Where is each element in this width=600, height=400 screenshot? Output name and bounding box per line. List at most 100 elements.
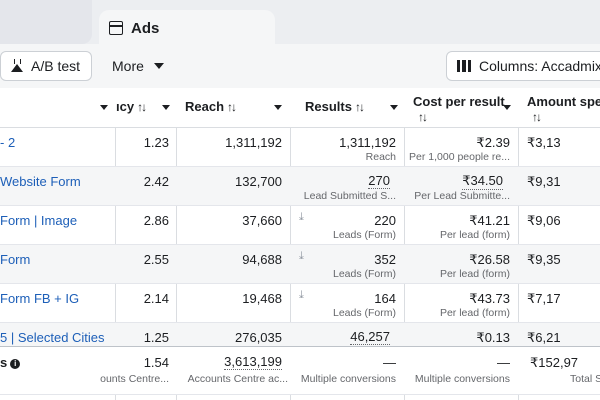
sort-icon: ↑↓ [227,100,237,114]
flask-icon [11,59,23,73]
cost-value: ₹26.58 [469,252,510,267]
chevron-down-icon[interactable] [162,105,170,110]
results-value: 352 [374,252,396,267]
total-frequency: 1.54 [143,355,169,370]
results-value[interactable]: 270 [368,173,390,189]
total-reach[interactable]: 3,613,199 [224,354,282,370]
results-value: 220 [374,213,396,228]
cost-value: ₹0.13 [476,330,510,345]
cost-value: ₹41.21 [469,213,510,228]
header-results[interactable]: Results ↑↓ [291,88,404,128]
frequency-value: 2.55 [143,252,169,267]
toolbar: A/B test More Columns: Accadmix [0,44,600,88]
table-row[interactable]: 5 | Selected Cities 1.25 276,035 46,257 … [0,323,600,348]
header-reach[interactable]: Reach ↑↓ [177,88,290,128]
results-value[interactable]: 46,257 [350,329,390,345]
table-header: ıcy ↑↓ Reach ↑↓ Results ↑↓ Cost per result … [0,88,600,128]
amount-value: ₹9,31 [527,174,561,189]
table-row[interactable]: Website Form 2.42 132,700 270 Lead Submi… [0,167,600,206]
frequency-value: 2.14 [143,291,169,306]
download-icon[interactable]: ⤓ [299,289,304,301]
frequency-value: 1.25 [143,330,169,345]
ad-name-link[interactable]: Form FB + IG [0,291,80,306]
total-cost: — [497,355,510,370]
table-row[interactable]: Form FB + IG 2.14 19,468 ⤓ 164 Leads (Fo… [0,284,600,323]
columns-button[interactable]: Columns: Accadmix [446,51,600,81]
frequency-value: 2.86 [143,213,169,228]
reach-value: 132,700 [235,174,282,189]
total-frequency-note: ounts Centre... [100,373,169,385]
chevron-down-icon[interactable] [503,105,511,110]
cost-type: Per lead (form) [439,307,510,319]
tab-previous[interactable] [0,0,92,44]
amount-value: ₹9,35 [527,252,561,267]
more-button[interactable]: More [112,51,164,81]
total-cost-note: Multiple conversions [414,373,510,385]
table-row[interactable]: - 2 1.23 1,311,192 1,311,192 Reach ₹2.39… [0,128,600,167]
header-amount-spent[interactable]: Amount spen ↑↓ [519,88,600,128]
header-cost-per-result[interactable]: Cost per result ↑↓ [405,88,518,128]
header-frequency-label: ıcy [116,99,135,114]
sort-icon: ↑↓ [418,110,428,124]
header-reach-label: Reach [185,99,225,114]
download-icon[interactable]: ⤓ [299,211,304,223]
cost-value: ₹43.73 [469,291,510,306]
results-type: Lead Submitted S... [303,190,396,202]
chevron-down-icon [153,63,164,69]
header-frequency[interactable]: ıcy ↑↓ [116,88,176,128]
reach-value: 276,035 [235,330,282,345]
cost-type: Per 1,000 people re... [409,151,510,163]
ab-test-button[interactable]: A/B test [0,51,92,81]
ads-tab-icon [109,21,123,35]
total-reach-note: Accounts Centre ac... [187,373,288,385]
chevron-down-icon[interactable] [390,105,398,110]
results-type: Leads (Form) [332,229,396,241]
amount-value: ₹9,06 [527,213,561,228]
reach-value: 94,688 [242,252,282,267]
results-type: Leads (Form) [332,268,396,280]
results-value: 164 [374,291,396,306]
info-icon[interactable]: i [10,359,21,369]
more-label: More [112,58,144,74]
sort-icon: ↑↓ [532,110,542,124]
tab-ads[interactable]: Ads [99,10,275,46]
cost-value[interactable]: ₹34.50 [462,173,503,190]
reach-value: 1,311,192 [225,135,282,150]
name-column-menu-icon[interactable] [100,105,108,110]
header-results-label: Results [305,99,352,114]
columns-icon [457,60,471,72]
ad-name-link[interactable]: Form [0,252,31,267]
columns-label: Columns: Accadmix [479,58,600,74]
reach-value: 37,660 [242,213,282,228]
results-value: 1,311,192 [339,135,396,150]
cost-type: Per Lead Submitte... [414,190,510,202]
reach-value: 19,468 [242,291,282,306]
ad-name-link[interactable]: 5 | Selected Cities [0,330,105,345]
total-results-note: Multiple conversions [300,373,396,385]
frequency-value: 2.42 [143,174,169,189]
cost-type: Per lead (form) [439,229,510,241]
chevron-down-icon[interactable] [274,105,282,110]
results-type: Reach [365,151,396,163]
ads-table: ıcy ↑↓ Reach ↑↓ Results ↑↓ Cost per result … [0,88,600,400]
ad-name-link[interactable]: Website Form [0,174,81,189]
total-amount-note: Total S [570,373,600,385]
header-cost-label: Cost per result [413,94,505,109]
total-results: — [383,355,396,370]
ad-name-link[interactable]: Form | Image [0,213,78,228]
cost-type: Per lead (form) [439,268,510,280]
sort-icon: ↑↓ [137,100,147,114]
cost-value: ₹2.39 [476,135,510,150]
table-row[interactable]: Form 2.55 94,688 ⤓ 352 Leads (Form) ₹26.… [0,245,600,284]
amount-value: ₹3,13 [527,135,561,150]
sort-icon: ↑↓ [354,100,365,114]
ad-name-link[interactable]: - 2 [0,135,16,150]
tab-strip: Ads [0,0,600,46]
download-icon[interactable]: ⤓ [299,250,304,262]
results-type: Leads (Form) [332,307,396,319]
table-row[interactable]: Form | Image 2.86 37,660 ⤓ 220 Leads (Fo… [0,206,600,245]
total-amount: ₹152,97 [530,355,579,370]
amount-value: ₹6,21 [527,330,561,345]
